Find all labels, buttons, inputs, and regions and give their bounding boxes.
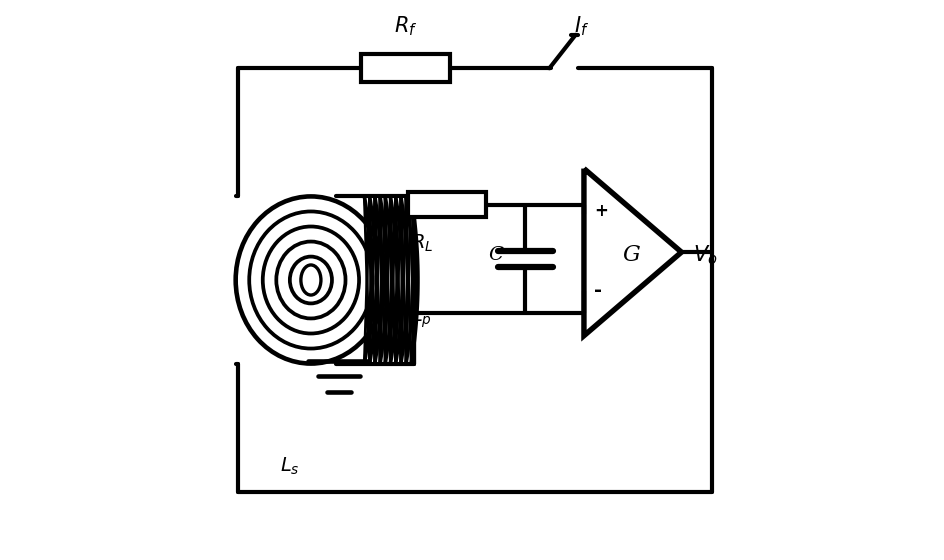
Text: -: - — [594, 281, 601, 300]
Text: +: + — [594, 202, 607, 220]
Text: $L_p$: $L_p$ — [411, 305, 431, 330]
Text: $I_f$: $I_f$ — [573, 14, 588, 38]
Text: $L_s$: $L_s$ — [280, 455, 299, 477]
FancyBboxPatch shape — [361, 54, 449, 82]
Text: $V_o$: $V_o$ — [692, 243, 716, 267]
Text: G: G — [622, 244, 639, 266]
Text: C: C — [488, 246, 502, 264]
Text: $R_f$: $R_f$ — [394, 14, 417, 38]
Text: $R_L$: $R_L$ — [411, 232, 433, 254]
FancyBboxPatch shape — [408, 192, 486, 217]
